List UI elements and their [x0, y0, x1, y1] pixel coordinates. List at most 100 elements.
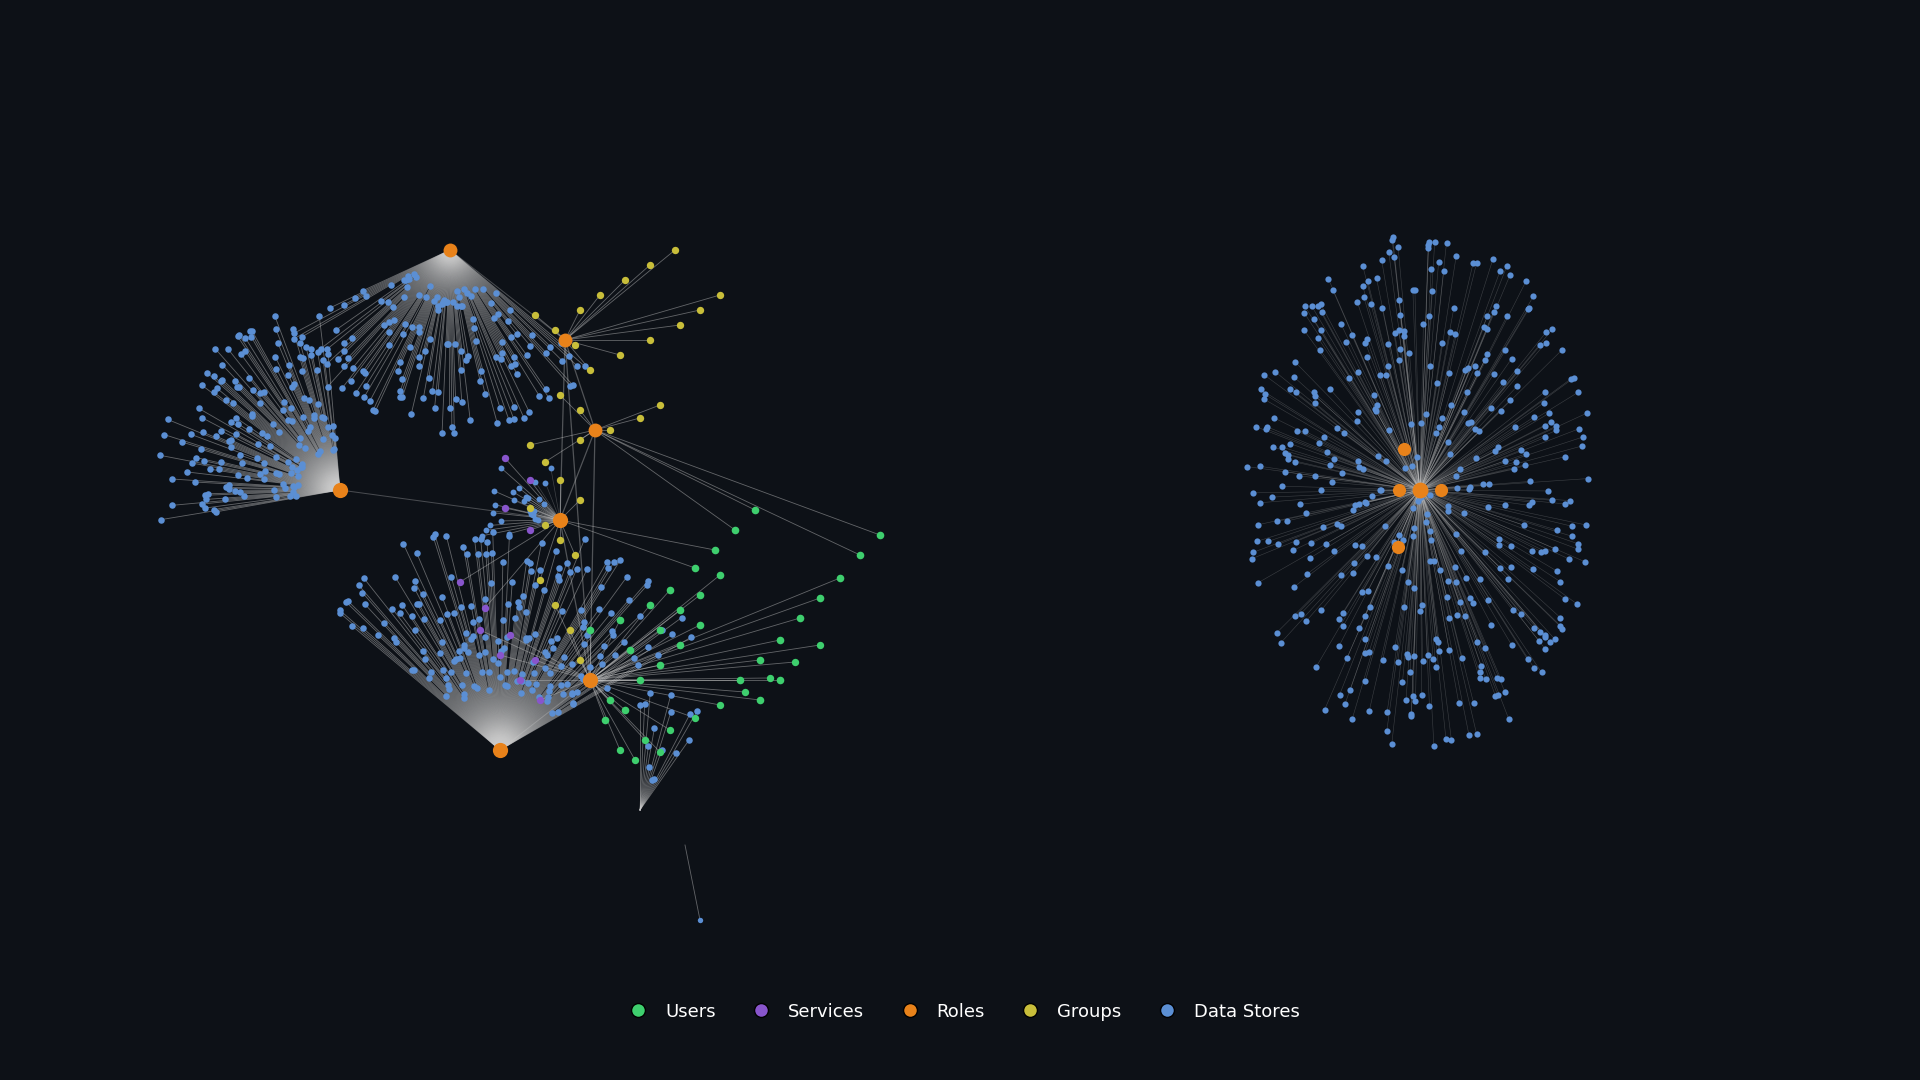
Point [442, 297, 472, 314]
Point [515, 563, 545, 580]
Point [1415, 523, 1446, 540]
Point [326, 379, 357, 396]
Point [739, 501, 770, 518]
Point [470, 386, 501, 403]
Point [516, 681, 547, 699]
Point [394, 338, 424, 355]
Point [1352, 273, 1382, 291]
Point [1407, 315, 1438, 333]
Point [657, 625, 687, 643]
Point [564, 491, 595, 509]
Point [1536, 413, 1567, 430]
Point [403, 287, 434, 305]
Point [307, 351, 338, 368]
Point [520, 473, 551, 490]
Point [1465, 670, 1496, 687]
Point [470, 599, 501, 617]
Point [591, 553, 622, 570]
Point [1530, 640, 1561, 658]
Point [186, 409, 217, 427]
Point [278, 321, 309, 338]
Point [1405, 415, 1436, 432]
Point [382, 362, 413, 379]
Point [301, 343, 332, 361]
Point [152, 410, 182, 428]
Point [1396, 707, 1427, 725]
Point [532, 692, 563, 710]
Point [1480, 687, 1511, 704]
Point [524, 571, 555, 589]
Point [328, 335, 359, 352]
Point [1281, 454, 1311, 471]
Point [647, 741, 678, 758]
Point [674, 705, 705, 723]
Point [428, 661, 459, 678]
Point [180, 449, 211, 467]
Point [261, 361, 292, 378]
Point [1417, 282, 1448, 299]
Point [1411, 505, 1442, 523]
Point [1308, 303, 1338, 321]
Point [515, 502, 545, 519]
Point [1438, 300, 1469, 318]
Point [223, 415, 253, 432]
Point [1338, 565, 1369, 582]
Point [424, 644, 455, 661]
Point [230, 329, 261, 347]
Point [311, 355, 342, 373]
Point [503, 598, 534, 616]
Point [1288, 321, 1319, 338]
Point [1509, 516, 1540, 534]
Point [1338, 554, 1369, 571]
Point [157, 497, 188, 514]
Point [348, 362, 378, 379]
Point [1396, 458, 1427, 475]
Point [1327, 566, 1357, 583]
Point [1450, 608, 1480, 625]
Point [536, 459, 566, 476]
Point [1292, 566, 1323, 583]
Point [1242, 516, 1273, 534]
Point [290, 389, 321, 406]
Point [1530, 324, 1561, 341]
Point [1269, 445, 1300, 462]
Point [1569, 553, 1599, 570]
Point [1519, 659, 1549, 676]
Point [198, 501, 228, 518]
Point [1546, 609, 1576, 626]
Point [664, 636, 695, 653]
Point [1398, 527, 1428, 544]
Point [478, 309, 509, 326]
Point [336, 373, 367, 390]
Point [1342, 364, 1373, 381]
Point [495, 626, 526, 644]
Point [584, 600, 614, 618]
Point [459, 281, 490, 298]
Point [1542, 522, 1572, 539]
Point [655, 687, 685, 704]
Point [278, 477, 309, 495]
Point [1442, 480, 1473, 497]
Point [1384, 482, 1415, 499]
Point [1361, 270, 1392, 287]
Point [1365, 482, 1396, 499]
Point [282, 461, 313, 478]
Point [459, 530, 490, 548]
Point [317, 427, 348, 444]
Point [1561, 595, 1592, 612]
Point [557, 685, 588, 702]
Point [505, 684, 536, 701]
Point [451, 624, 482, 642]
Point [384, 354, 415, 372]
Point [1427, 409, 1457, 427]
Point [524, 387, 555, 404]
Point [388, 271, 419, 288]
Point [705, 566, 735, 583]
Point [438, 652, 468, 670]
Point [221, 373, 252, 390]
Point [242, 449, 273, 467]
Point [1434, 364, 1465, 381]
Point [1469, 639, 1500, 657]
Point [572, 672, 603, 689]
Point [764, 672, 795, 689]
